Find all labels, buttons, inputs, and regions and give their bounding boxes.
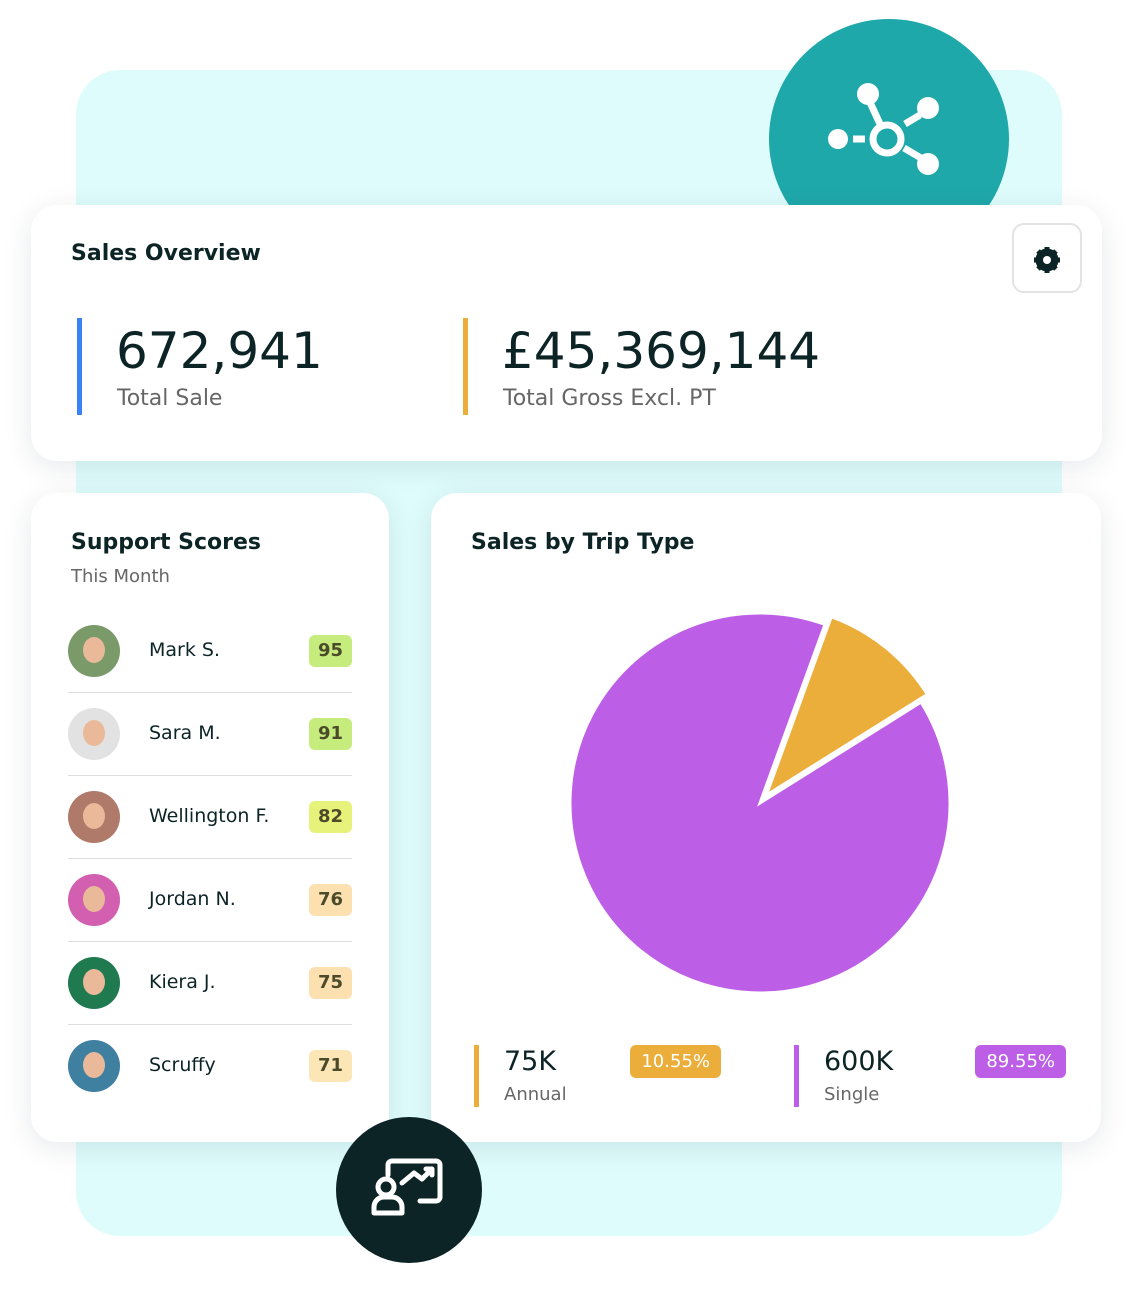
- legend-label: Annual: [504, 1084, 567, 1105]
- divider: [68, 692, 352, 693]
- score-badge: 75: [308, 967, 352, 999]
- legend-percent: 10.55%: [630, 1045, 721, 1078]
- metric-label: Total Sale: [117, 386, 223, 411]
- legend-total: 75K: [504, 1046, 557, 1077]
- person-name: Kiera J.: [149, 971, 216, 993]
- metric-value: 672,941: [116, 322, 323, 380]
- person-name: Mark S.: [149, 639, 220, 661]
- gear-icon: [1034, 247, 1060, 273]
- person-name: Sara M.: [149, 722, 221, 744]
- network-badge: [769, 19, 1009, 259]
- legend-percent: 89.55%: [975, 1045, 1066, 1078]
- pie-chart: [568, 611, 952, 995]
- score-badge: 71: [308, 1050, 352, 1082]
- overview-card: [31, 205, 1102, 461]
- person-name: Jordan N.: [149, 888, 236, 910]
- divider: [68, 941, 352, 942]
- metric-value: £45,369,144: [502, 322, 821, 380]
- score-badge: 76: [308, 884, 352, 916]
- avatar-face: [83, 969, 105, 995]
- accent-bar: [463, 318, 468, 415]
- card-title: Sales Overview: [71, 241, 261, 266]
- score-badge: 82: [308, 801, 352, 833]
- pie-slice: [568, 611, 952, 995]
- person-name: Wellington F.: [149, 805, 270, 827]
- card-title: Support Scores: [71, 530, 262, 555]
- legend-bar: [794, 1045, 799, 1107]
- person-name: Scruffy: [149, 1054, 216, 1076]
- divider: [68, 1024, 352, 1025]
- divider: [68, 775, 352, 776]
- pie-slice: [763, 614, 930, 799]
- legend-total: 600K: [824, 1046, 894, 1077]
- divider: [68, 858, 352, 859]
- score-badge: 91: [308, 718, 352, 750]
- avatar-face: [83, 720, 105, 746]
- avatar-face: [83, 637, 105, 663]
- analytics-badge: [336, 1117, 482, 1263]
- settings-button[interactable]: [1012, 223, 1082, 293]
- avatar-face: [83, 886, 105, 912]
- chart-title: Sales by Trip Type: [471, 530, 695, 555]
- score-badge: 95: [308, 635, 352, 667]
- card-subtitle: This Month: [71, 566, 170, 587]
- avatar-face: [83, 1052, 105, 1078]
- accent-bar: [77, 318, 82, 415]
- legend-label: Single: [824, 1084, 880, 1105]
- avatar-face: [83, 803, 105, 829]
- legend-bar: [474, 1045, 479, 1107]
- metric-label: Total Gross Excl. PT: [503, 386, 716, 411]
